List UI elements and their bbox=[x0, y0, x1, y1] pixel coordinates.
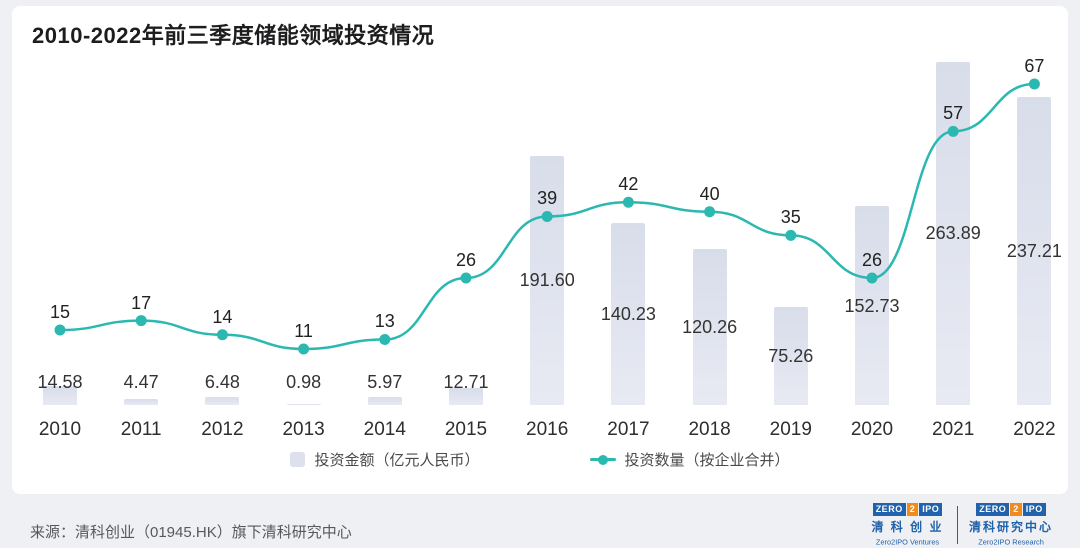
investment-count-line bbox=[59, 82, 1035, 351]
investment-count-line-layer bbox=[54, 78, 1040, 355]
bar-value-label-2017: 140.23 bbox=[600, 303, 656, 324]
line-point-2010 bbox=[54, 324, 66, 336]
logo-name-en: Zero2IPO Research bbox=[978, 537, 1044, 547]
legend-label-count: 投资数量（按企业合并） bbox=[624, 452, 790, 469]
line-value-label-2019: 35 bbox=[780, 207, 801, 228]
line-point-2015 bbox=[460, 272, 472, 284]
logo-name-cn: 清科研究中心 bbox=[968, 520, 1053, 534]
x-axis-label-2019: 2019 bbox=[769, 419, 812, 440]
x-axis-label-2016: 2016 bbox=[526, 419, 569, 440]
line-value-label-2017: 42 bbox=[618, 174, 639, 195]
line-point-2022 bbox=[1028, 78, 1040, 90]
bar-value-label-2015: 12.71 bbox=[443, 372, 489, 392]
bar-value-label-2011: 4.47 bbox=[123, 372, 159, 392]
bar-2010 bbox=[43, 386, 77, 405]
bar-value-label-2018: 120.26 bbox=[682, 316, 738, 337]
logo-chip-zero: ZERO bbox=[976, 503, 1010, 516]
logo-name-en: Zero2IPO Ventures bbox=[875, 537, 940, 547]
chart-card: 2010-2022年前三季度储能领域投资情况 2010 2011 2012 2013 2… bbox=[12, 6, 1068, 494]
line-point-2020 bbox=[866, 272, 878, 284]
bar-value-label-2014: 5.97 bbox=[367, 372, 403, 392]
line-series-swatch-icon bbox=[589, 454, 616, 465]
logo-name-cn: 清 科 创 业 bbox=[871, 520, 944, 534]
chart-title: 2010-2022年前三季度储能领域投资情况 bbox=[32, 23, 435, 48]
line-point-2014 bbox=[379, 333, 391, 345]
line-value-label-2021: 57 bbox=[943, 103, 964, 124]
bar-value-label-2019: 75.26 bbox=[768, 346, 814, 367]
source-attribution: 来源：清科创业（01945.HK）旗下清科研究中心 bbox=[30, 524, 352, 541]
bar-2022 bbox=[1017, 96, 1052, 405]
x-axis-label-2015: 2015 bbox=[444, 419, 488, 440]
line-value-label-2014: 13 bbox=[374, 311, 395, 332]
bar-2013 bbox=[286, 403, 321, 405]
bar-2014 bbox=[367, 397, 402, 405]
line-value-label-2013: 11 bbox=[294, 320, 313, 341]
x-axis-label-2010: 2010 bbox=[38, 419, 82, 440]
line-point-2013 bbox=[298, 343, 310, 355]
logo-chip-two: 2 bbox=[906, 503, 919, 516]
line-value-label-2015: 26 bbox=[455, 249, 477, 270]
x-axis-label-2012: 2012 bbox=[201, 419, 244, 440]
bar-2012 bbox=[205, 396, 240, 405]
logo-chip-ipo: IPO bbox=[919, 503, 943, 516]
bottom-strip bbox=[0, 548, 1080, 558]
bar-2021 bbox=[936, 61, 971, 405]
zero2ipo-logo-icon: ZERO 2 IPO bbox=[976, 503, 1046, 516]
line-value-label-2022: 67 bbox=[1024, 56, 1045, 77]
logo-chip-two: 2 bbox=[1010, 503, 1022, 516]
legend: 投资金额（亿元人民币） 投资数量（按企业合并） bbox=[12, 449, 1068, 470]
bar-2011 bbox=[124, 399, 159, 405]
x-axis-label-2022: 2022 bbox=[1013, 419, 1056, 440]
bar-2017 bbox=[611, 222, 646, 405]
line-value-label-2016: 39 bbox=[537, 188, 558, 209]
logo-divider bbox=[956, 506, 958, 544]
x-axis-label-2014: 2014 bbox=[363, 419, 406, 440]
line-point-2011 bbox=[135, 315, 147, 327]
line-value-label-2010: 15 bbox=[49, 302, 71, 323]
bar-value-label-2020: 152.73 bbox=[844, 295, 900, 316]
legend-label-amount: 投资金额（亿元人民币） bbox=[314, 452, 480, 469]
line-point-2017 bbox=[622, 196, 634, 208]
line-value-label-2020: 26 bbox=[861, 249, 883, 270]
x-axis-label-2011: 2011 bbox=[120, 419, 162, 440]
bar-2019 bbox=[773, 307, 808, 405]
line-point-2019 bbox=[785, 229, 797, 241]
bar-value-label-2022: 237.21 bbox=[1006, 240, 1062, 261]
brand-logos: ZERO 2 IPO 清 科 创 业 Zero2IPO Ventures ZER… bbox=[858, 503, 1064, 547]
logo-chip-zero: ZERO bbox=[872, 503, 906, 516]
zero2ipo-logo-icon: ZERO 2 IPO bbox=[872, 503, 943, 516]
line-value-label-2018: 40 bbox=[699, 183, 720, 204]
x-axis-label-2013: 2013 bbox=[282, 419, 325, 440]
line-value-label-2011: 17 bbox=[131, 292, 152, 313]
line-point-2016 bbox=[541, 210, 553, 222]
x-axis-label-2021: 2021 bbox=[932, 419, 975, 440]
chart-plot-area: 2010 2011 2012 2013 2014 2015 2016 2017 2018 2019… bbox=[12, 6, 1068, 494]
line-point-2021 bbox=[947, 125, 959, 137]
logo-chip-ipo: IPO bbox=[1022, 503, 1046, 516]
bar-value-label-2010: 14.58 bbox=[37, 372, 83, 392]
bar-value-label-2013: 0.98 bbox=[286, 372, 322, 392]
x-axis-label-2018: 2018 bbox=[688, 419, 731, 440]
bar-value-label-2016: 191.60 bbox=[519, 270, 575, 291]
line-point-2018 bbox=[704, 206, 716, 218]
line-point-2012 bbox=[216, 329, 228, 341]
bar-series-swatch-icon bbox=[290, 452, 306, 467]
legend-item-count: 投资数量（按企业合并） bbox=[589, 449, 790, 470]
bar-value-label-2012: 6.48 bbox=[204, 372, 240, 392]
bar-value-label-2021: 263.89 bbox=[925, 223, 981, 244]
bar-2018 bbox=[692, 248, 727, 405]
legend-item-amount: 投资金额（亿元人民币） bbox=[290, 449, 480, 470]
logo-zero2ipo-research: ZERO 2 IPO 清科研究中心 Zero2IPO Research bbox=[958, 503, 1064, 547]
line-value-label-2012: 14 bbox=[212, 306, 233, 327]
bar-2020 bbox=[855, 206, 889, 405]
x-axis-label-2020: 2020 bbox=[850, 419, 894, 440]
logo-zero2ipo-ventures: ZERO 2 IPO 清 科 创 业 Zero2IPO Ventures bbox=[858, 503, 957, 547]
bar-2015 bbox=[449, 388, 483, 405]
bar-2016 bbox=[530, 155, 565, 405]
x-axis-label-2017: 2017 bbox=[607, 419, 650, 440]
